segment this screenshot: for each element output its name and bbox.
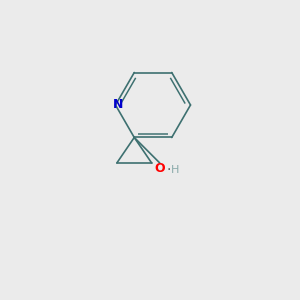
- Text: O: O: [154, 162, 165, 175]
- Text: N: N: [113, 98, 124, 111]
- Text: H: H: [171, 165, 179, 175]
- Text: ·: ·: [167, 163, 171, 177]
